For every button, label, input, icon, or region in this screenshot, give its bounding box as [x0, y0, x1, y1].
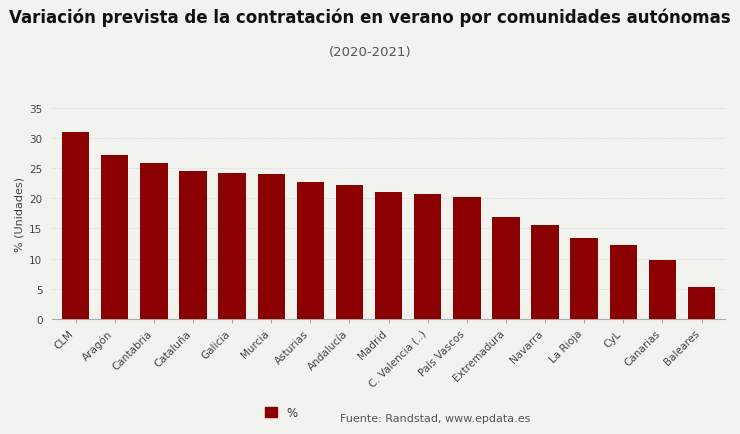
Bar: [336, 186, 363, 319]
Bar: [140, 164, 167, 319]
Bar: [688, 287, 716, 319]
Text: (2020-2021): (2020-2021): [329, 46, 411, 59]
Bar: [375, 193, 403, 319]
Text: Variación prevista de la contratación en verano por comunidades autónomas: Variación prevista de la contratación en…: [9, 9, 731, 27]
Bar: [531, 226, 559, 319]
Bar: [649, 261, 676, 319]
Bar: [101, 156, 129, 319]
Bar: [297, 183, 324, 319]
Bar: [179, 171, 206, 319]
Bar: [414, 195, 441, 319]
Bar: [571, 238, 598, 319]
Y-axis label: % (Unidades): % (Unidades): [15, 177, 25, 251]
Bar: [610, 246, 637, 319]
Legend: %: %: [260, 401, 302, 424]
Bar: [492, 217, 519, 319]
Bar: [218, 174, 246, 319]
Bar: [62, 133, 90, 319]
Bar: [258, 175, 285, 319]
Text: Fuente: Randstad, www.epdata.es: Fuente: Randstad, www.epdata.es: [340, 413, 531, 423]
Bar: [453, 197, 480, 319]
